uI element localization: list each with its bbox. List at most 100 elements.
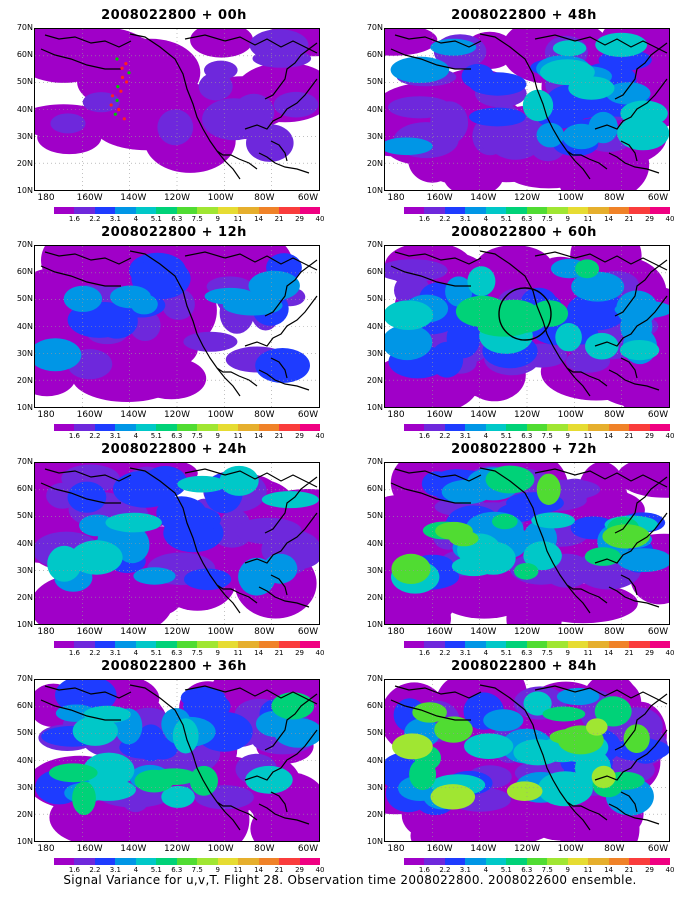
lat-label: 60N [366,701,383,711]
lon-label: 100W [557,844,584,854]
map-panel-36h: 2008022800 + 36h 70N 60N 50N 40N 30N 20N 10N 18… [4,659,344,875]
lat-label: 10N [16,403,33,412]
lon-label: 100W [207,627,234,637]
colorbar-label: 9 [565,215,570,223]
variance-map [384,245,670,408]
lon-label: 60W [647,410,669,420]
lat-lon-grid [385,680,669,841]
variance-map [34,245,320,408]
variance-map [34,28,320,191]
flight-track [109,57,131,121]
lat-label: 60N [16,50,33,60]
lat-label: 30N [16,131,33,141]
lat-label: 10N [16,837,33,846]
colorbar-label: 6.3 [521,649,533,657]
lon-label: 60W [297,193,319,203]
colorbar-swatch [197,858,218,865]
lon-label: 180 [387,410,405,420]
lat-label: 70N [16,240,33,249]
lon-label: 120W [513,193,541,203]
colorbar-label: 7.5 [191,215,203,223]
lat-label: 10N [366,186,383,195]
lat-label: 10N [16,186,33,195]
colorbar-label: 29 [295,215,304,223]
lon-label: 180 [387,627,405,637]
colorbar-label: 3.1 [459,866,471,874]
colorbar-swatch [404,641,425,648]
lat-label: 70N [366,457,383,466]
colorbar-swatch [258,424,280,431]
map-panel-12h: 2008022800 + 12h 70N 60N 50N 40N 30N 20N 10N 18… [4,225,344,441]
colorbar-swatch [588,858,609,865]
colorbar-label: 7.5 [541,432,553,440]
colorbar-swatch [567,641,589,648]
lat-label: 60N [16,267,33,277]
lat-label: 30N [366,348,383,358]
colorbar-label: 9 [215,432,220,440]
coastline-north-america [479,33,668,180]
colorbar-swatch [506,641,527,648]
colorbar-swatch [444,858,466,865]
map-canvas [35,29,319,190]
lat-lon-grid [385,463,669,624]
colorbar-swatch [238,207,259,214]
colorbar-swatch [156,858,177,865]
lat-label: 20N [366,592,383,602]
colorbar-swatch [629,858,650,865]
colorbar-label: 11 [583,866,593,874]
variance-map [34,679,320,842]
colorbar-label: 6.3 [521,432,533,440]
colorbar [54,858,321,865]
lon-label: 140W [120,627,147,637]
coastline-alaska [40,251,132,287]
coastline-alaska [390,685,482,721]
map-canvas [35,680,319,841]
coastline-alaska [40,468,132,504]
colorbar-label: 29 [645,215,654,223]
colorbar-label: 7.5 [541,866,553,874]
colorbar-swatch [465,424,486,431]
colorbar-swatch [74,858,95,865]
lat-label: 50N [366,511,383,521]
lon-label: 140W [120,844,147,854]
colorbar-label: 4 [133,215,139,223]
colorbar-swatch [258,641,280,648]
variance-map [34,462,320,625]
colorbar-label: 2.2 [89,649,101,657]
colorbar-label: 40 [665,866,675,874]
lon-label: 140W [470,627,497,637]
colorbar-label: 40 [315,866,325,874]
colorbar-label: 5.1 [500,432,512,440]
lon-label: 100W [557,627,584,637]
colorbar-label: 7.5 [191,866,203,874]
lat-label: 40N [16,755,33,765]
lon-label: 60W [297,410,319,420]
colorbar-label: 11 [583,432,593,440]
coastline-north-america [129,684,318,831]
colorbar-swatch [608,424,630,431]
colorbar-swatch [94,207,116,214]
lat-label: 30N [366,565,383,575]
panel-title: 2008022800 + 00h [101,8,247,23]
colorbar-swatch [279,858,300,865]
lat-label: 70N [16,457,33,466]
colorbar-swatch [404,207,425,214]
lat-label: 40N [16,321,33,331]
colorbar-swatch [444,641,466,648]
lon-label: 140W [120,193,147,203]
lat-label: 20N [366,158,383,168]
lat-label: 10N [366,620,383,629]
colorbar-label: 11 [233,215,243,223]
lon-label: 60W [647,193,669,203]
coastline-north-america [479,684,668,831]
colorbar-swatch [444,424,466,431]
colorbar-label: 29 [645,866,654,874]
variance-field [35,680,319,841]
colorbar-swatch [424,207,445,214]
variance-field [35,463,319,624]
lat-label: 60N [16,701,33,711]
colorbar-label: 3.1 [109,866,121,874]
colorbar-swatch [115,424,136,431]
colorbar-swatch [74,424,95,431]
lat-label: 50N [16,728,33,738]
